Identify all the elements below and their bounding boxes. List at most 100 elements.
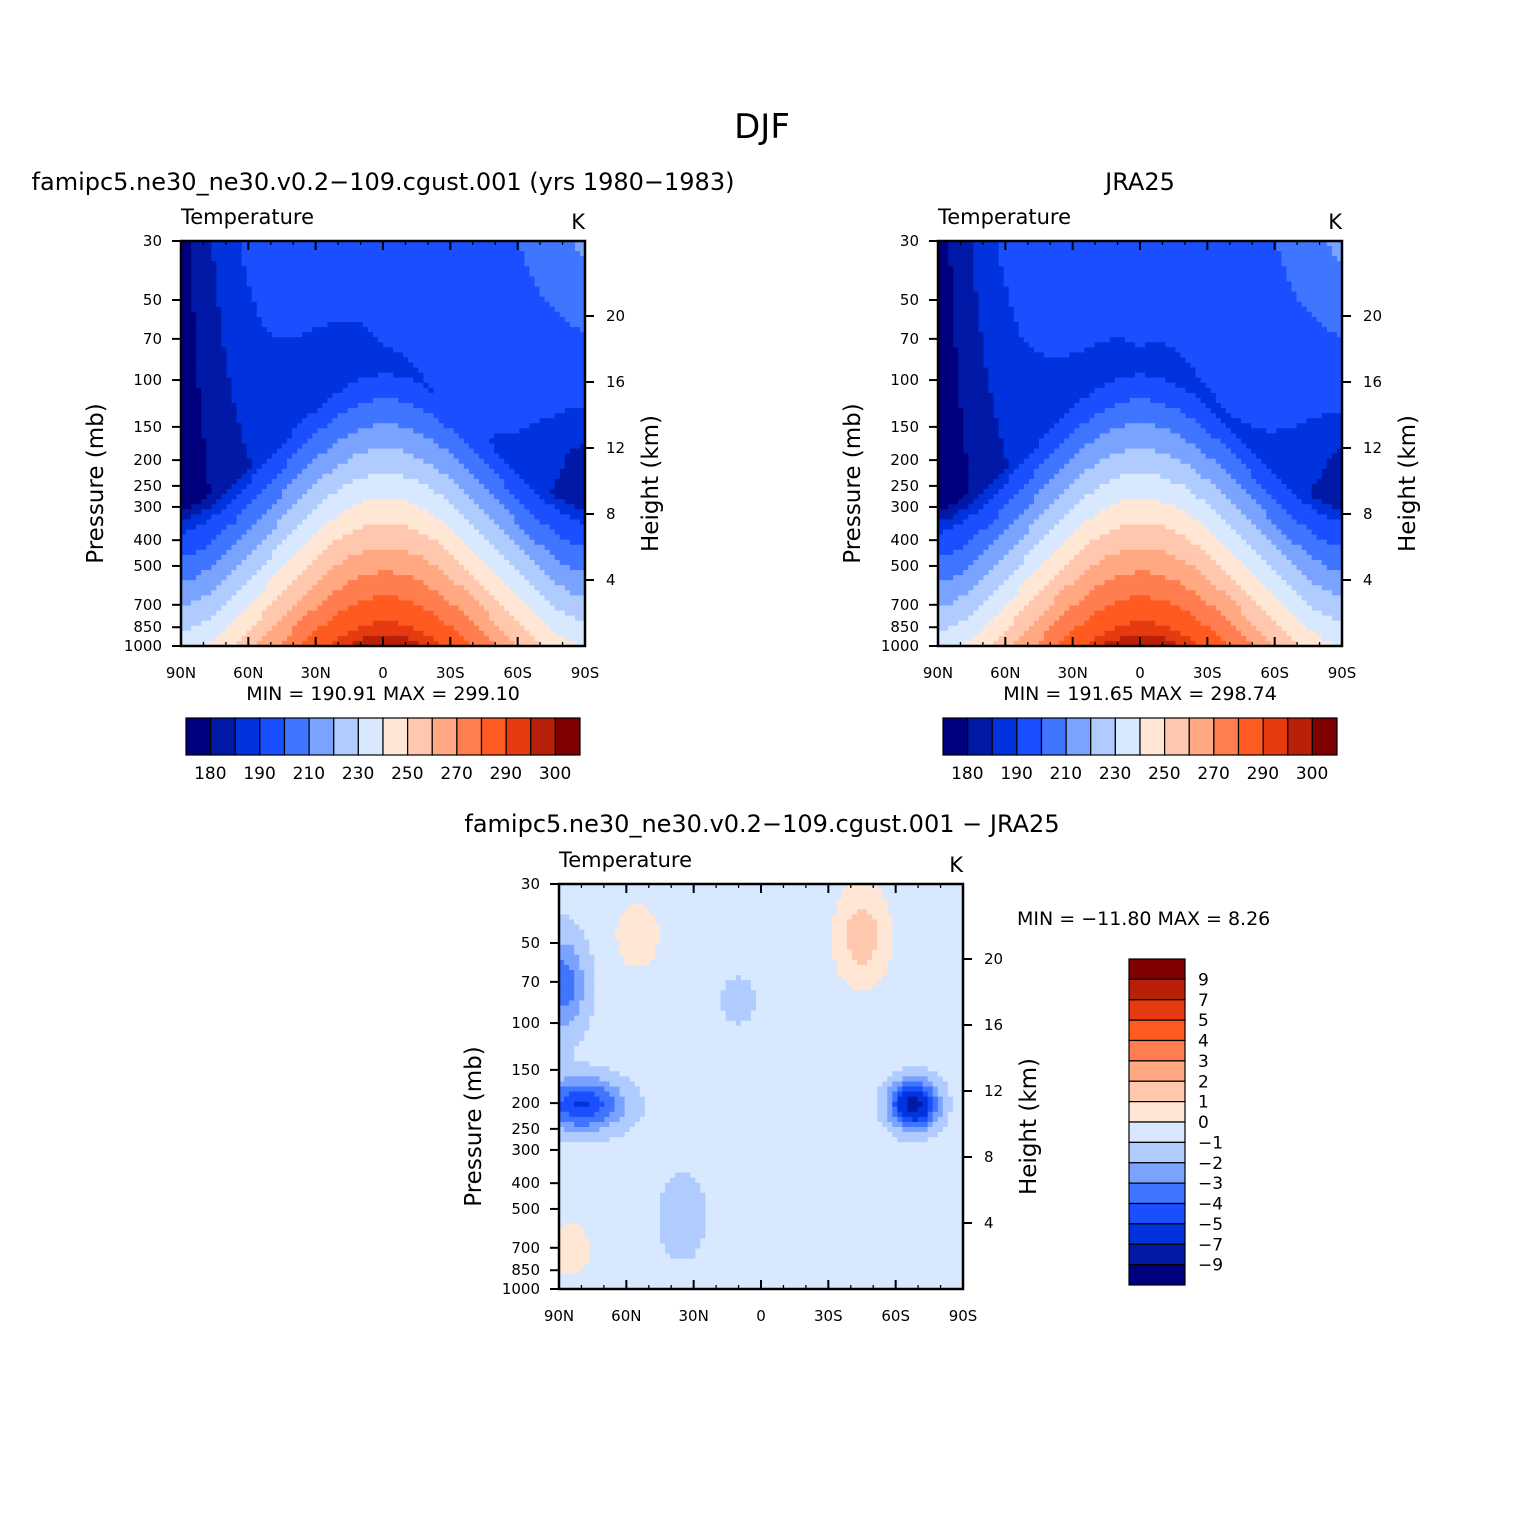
contour-cell <box>307 271 313 278</box>
contour-cell <box>579 296 585 303</box>
contour-cell <box>408 316 414 323</box>
contour-cell <box>398 306 404 313</box>
contour-cell <box>458 458 465 465</box>
contour-cell <box>337 433 344 440</box>
contour-cell <box>544 418 551 424</box>
contour-cell <box>549 362 556 369</box>
contour-cell <box>302 301 308 308</box>
contour-cell <box>549 468 556 475</box>
contour-cell <box>246 468 253 475</box>
contour-cell <box>489 428 495 434</box>
contour-cell <box>372 316 379 323</box>
contour-cell <box>443 316 450 323</box>
contour-cell <box>544 534 551 541</box>
contour-cell <box>337 413 344 419</box>
contour-cell <box>579 509 585 515</box>
contour-cell <box>191 347 197 353</box>
contour-cell <box>377 251 384 257</box>
contour-cell <box>327 408 334 414</box>
contour-cell <box>473 291 480 298</box>
contour-cell <box>574 311 581 318</box>
contour-cell <box>413 458 419 465</box>
contour-cell <box>468 539 475 546</box>
contour-cell <box>398 322 404 328</box>
contour-cell <box>287 392 293 399</box>
contour-cell <box>463 504 470 510</box>
contour-cell <box>428 549 435 556</box>
contour-cell <box>403 443 409 450</box>
contour-cell <box>554 397 561 404</box>
contour-cell <box>413 408 419 414</box>
contour-cell <box>357 418 364 424</box>
contour-cell <box>226 372 233 379</box>
contour-cell <box>337 367 344 374</box>
contour-cell <box>352 403 359 409</box>
contour-cell <box>468 342 475 348</box>
contour-cell <box>312 291 318 298</box>
contour-cell <box>529 438 536 445</box>
contour-cell <box>519 408 525 414</box>
contour-cell <box>428 438 435 445</box>
contour-cell <box>478 458 485 465</box>
contour-cell <box>271 387 278 394</box>
contour-cell <box>524 463 531 470</box>
contour-cell <box>438 494 445 500</box>
contour-cell <box>302 261 308 267</box>
contour-cell <box>438 499 445 505</box>
contour-cell <box>236 453 243 460</box>
contour-cell <box>181 311 187 318</box>
contour-cell <box>191 438 197 445</box>
contour-cell <box>312 372 318 379</box>
contour-cell <box>473 453 480 460</box>
contour-cell <box>423 306 430 313</box>
contour-cell <box>372 266 379 272</box>
contour-cell <box>367 549 374 556</box>
contour-cell <box>499 443 505 450</box>
contour-cell <box>282 256 288 262</box>
contour-cell <box>367 504 374 510</box>
contour-cell <box>524 372 531 379</box>
contour-cell <box>448 544 455 551</box>
contour-cell <box>388 534 394 541</box>
contour-cell <box>443 261 450 267</box>
contour-cell <box>352 494 359 500</box>
contour-cell <box>261 316 268 323</box>
contour-cell <box>574 428 581 434</box>
contour-cell <box>332 519 339 526</box>
contour-cell <box>549 514 556 521</box>
contour-cell <box>408 327 414 333</box>
contour-cell <box>261 241 268 247</box>
contour-cell <box>312 377 318 384</box>
contour-cell <box>226 549 233 556</box>
contour-cell <box>458 524 465 531</box>
contour-cell <box>292 372 298 379</box>
contour-cell <box>418 296 424 303</box>
contour-cell <box>418 504 424 510</box>
contour-cell <box>352 266 359 272</box>
contour-cell <box>367 311 374 318</box>
contour-cell <box>468 291 475 298</box>
contour-cell <box>347 301 354 308</box>
contour-cell <box>231 271 238 278</box>
contour-cell <box>383 408 389 414</box>
contour-cell <box>473 322 480 328</box>
contour-cell <box>271 276 278 283</box>
contour-cell <box>276 251 283 257</box>
contour-cell <box>458 296 465 303</box>
contour-cell <box>554 251 561 257</box>
contour-cell <box>186 443 192 450</box>
contour-cell <box>398 448 404 455</box>
contour-cell <box>463 463 470 470</box>
contour-cell <box>494 327 500 333</box>
contour-cell <box>393 392 399 399</box>
contour-cell <box>549 337 556 343</box>
contour-cell <box>302 387 308 394</box>
contour-cell <box>413 352 419 359</box>
contour-cell <box>317 554 323 561</box>
contour-cell <box>458 276 465 283</box>
contour-cell <box>463 519 470 526</box>
contour-cell <box>579 514 585 521</box>
contour-cell <box>347 423 354 429</box>
contour-cell <box>226 438 233 445</box>
contour-cell <box>448 433 455 440</box>
